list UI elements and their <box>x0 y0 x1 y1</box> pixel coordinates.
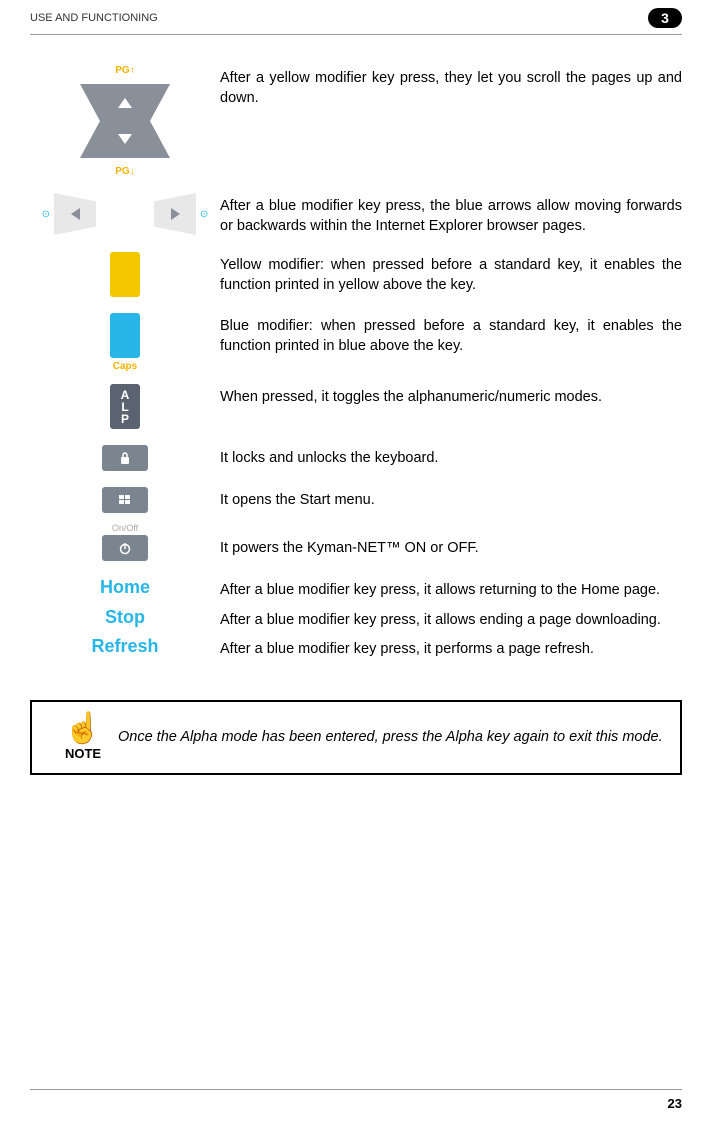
stop-icon-col: Stop <box>30 607 220 628</box>
lock-desc: It locks and unlocks the keyboard. <box>220 445 682 469</box>
stop-label: Stop <box>105 607 145 628</box>
blue-mod-desc: Blue modifier: when pressed before a sta… <box>220 313 682 356</box>
yellow-mod-desc: Yellow modifier: when pressed before a s… <box>220 252 682 295</box>
start-icon-col <box>30 487 220 513</box>
start-desc: It opens the Start menu. <box>220 487 682 511</box>
refresh-icon-col: Refresh <box>30 636 220 657</box>
blue-mod-icon: Caps <box>30 313 220 358</box>
caps-label: Caps <box>113 361 137 372</box>
refresh-label: Refresh <box>91 636 158 657</box>
note-box: ☝ NOTE Once the Alpha mode has been ente… <box>30 700 682 775</box>
alp-icon: ALP <box>30 384 220 429</box>
row-home: Home After a blue modifier key press, it… <box>30 577 682 601</box>
power-desc: It powers the Kyman-NET™ ON or OFF. <box>220 535 682 559</box>
row-yellow-mod: Yellow modifier: when pressed before a s… <box>30 252 682 297</box>
header-title: USE AND FUNCTIONING <box>30 12 158 24</box>
blue-key-icon <box>110 313 140 358</box>
alp-key-icon: ALP <box>110 384 140 429</box>
blue-arrows-icon: ⊙ ⊙ <box>30 193 220 235</box>
home-desc: After a blue modifier key press, it allo… <box>220 577 682 601</box>
row-dpad: PG↑ PG↓ After a yellow modifier key pres… <box>30 65 682 177</box>
blue-arrows-desc: After a blue modifier key press, the blu… <box>220 193 682 236</box>
forward-indicator-icon: ⊙ <box>200 209 208 220</box>
home-icon-col: Home <box>30 577 220 598</box>
power-button-icon <box>102 535 148 561</box>
alp-desc: When pressed, it toggles the alphanumeri… <box>220 384 682 408</box>
dpad-svg <box>60 76 190 166</box>
row-blue-mod: Caps Blue modifier: when pressed before … <box>30 313 682 358</box>
pointing-hand-icon: ☝ <box>48 714 118 744</box>
right-arrow-button <box>154 193 196 235</box>
row-power: On/Off It powers the Kyman-NET™ ON or OF… <box>30 535 682 561</box>
row-alp: ALP When pressed, it toggles the alphanu… <box>30 384 682 429</box>
windows-button-icon <box>102 487 148 513</box>
note-text: Once the Alpha mode has been entered, pr… <box>118 728 663 748</box>
yellow-mod-icon <box>30 252 220 297</box>
home-label: Home <box>100 577 150 598</box>
power-icon-col: On/Off <box>30 535 220 561</box>
row-start: It opens the Start menu. <box>30 487 682 513</box>
row-stop: Stop After a blue modifier key press, it… <box>30 607 682 631</box>
pgup-label: PG↑ <box>115 65 134 76</box>
onoff-label: On/Off <box>112 523 138 533</box>
note-icon-col: ☝ NOTE <box>48 714 118 761</box>
pgdn-label: PG↓ <box>115 166 134 177</box>
row-refresh: Refresh After a blue modifier key press,… <box>30 636 682 660</box>
back-indicator-icon: ⊙ <box>42 209 50 220</box>
page-number: 23 <box>668 1096 682 1111</box>
lock-icon-col <box>30 445 220 471</box>
page-header: USE AND FUNCTIONING 3 <box>30 8 682 35</box>
note-label: NOTE <box>48 746 118 761</box>
chapter-badge: 3 <box>648 8 682 28</box>
dpad-desc: After a yellow modifier key press, they … <box>220 65 682 108</box>
dpad-icon: PG↑ PG↓ <box>30 65 220 177</box>
refresh-desc: After a blue modifier key press, it perf… <box>220 636 682 660</box>
row-lock: It locks and unlocks the keyboard. <box>30 445 682 471</box>
stop-desc: After a blue modifier key press, it allo… <box>220 607 682 631</box>
yellow-key-icon <box>110 252 140 297</box>
page: USE AND FUNCTIONING 3 PG↑ PG↓ After a ye… <box>0 0 712 1131</box>
lock-button-icon <box>102 445 148 471</box>
page-footer: 23 <box>30 1089 682 1111</box>
left-arrow-button <box>54 193 96 235</box>
row-blue-arrows: ⊙ ⊙ After a blue modifier key press, the… <box>30 193 682 236</box>
content-area: PG↑ PG↓ After a yellow modifier key pres… <box>30 65 682 775</box>
